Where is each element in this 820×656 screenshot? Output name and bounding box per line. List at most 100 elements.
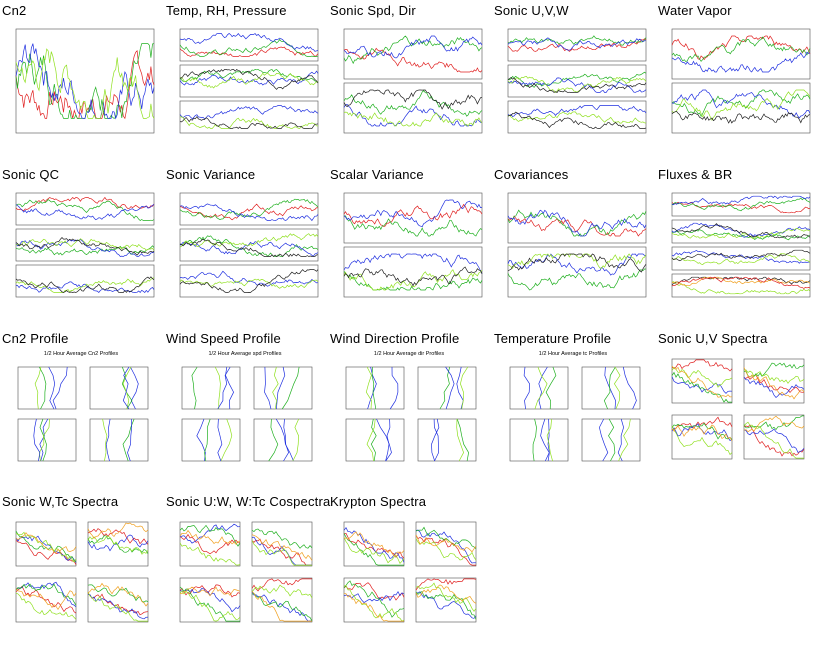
spectra-line: [671, 376, 733, 394]
spectra-line: [671, 365, 733, 398]
spectra-line: [671, 425, 733, 456]
series-line: [15, 48, 155, 119]
profile-line: [204, 418, 211, 462]
profile-line: [618, 418, 631, 462]
series-line: [15, 238, 155, 251]
spectra-panel: [179, 577, 241, 623]
plot-thumbnail-link[interactable]: [494, 21, 652, 141]
spectra-line: [671, 424, 733, 442]
plot-title: Sonic W,Tc Spectra: [2, 494, 119, 509]
spectra-line: [415, 591, 477, 620]
series-line: [179, 278, 319, 289]
spectra-line: [671, 359, 733, 372]
plot-panel: [179, 264, 319, 298]
plot-thumbnail-image: 1/2 Hour Average tc Profiles: [509, 351, 641, 462]
plot-thumbnail-image: [343, 192, 483, 298]
spectra-line: [87, 593, 149, 616]
plot-thumbnail-link[interactable]: [166, 21, 324, 141]
profile-line: [220, 418, 233, 462]
plot-thumbnail-image: [671, 358, 805, 460]
profile-panel: [17, 418, 77, 462]
profile-line: [102, 418, 108, 462]
series-line: [671, 89, 811, 121]
spectra-line: [343, 533, 404, 566]
plot-thumbnail-image: [15, 28, 155, 134]
series-line: [15, 239, 155, 257]
series-line: [179, 38, 319, 57]
series-line: [343, 103, 483, 127]
spectra-line: [415, 535, 476, 566]
plot-cell-sonic-u-v-w: Sonic U,V,W: [494, 3, 652, 143]
series-line: [179, 235, 319, 257]
plot-thumbnail-link[interactable]: 1/2 Hour Average spd Profiles: [166, 349, 324, 469]
spectra-line: [87, 582, 149, 607]
plot-thumbnail-link[interactable]: [494, 185, 652, 305]
profile-line: [617, 418, 624, 462]
profile-line: [275, 418, 294, 462]
plot-title: Scalar Variance: [330, 167, 424, 182]
spectra-line: [671, 371, 732, 403]
spectra-line: [15, 532, 77, 553]
plot-thumbnail-link[interactable]: [166, 512, 324, 632]
series-line: [180, 203, 319, 221]
series-line: [671, 223, 811, 239]
plot-title: Sonic U:W, W:Tc Cospectra: [166, 494, 331, 509]
series-line: [343, 203, 483, 228]
plot-thumbnail-link[interactable]: [2, 512, 160, 632]
profile-panel: [417, 418, 477, 462]
series-line: [179, 198, 319, 220]
profile-panel: [89, 366, 149, 410]
plot-thumbnail-link[interactable]: 1/2 Hour Average Cn2 Profiles: [2, 349, 160, 469]
spectra-line: [179, 542, 241, 566]
plot-thumbnail-image: 1/2 Hour Average spd Profiles: [181, 351, 313, 462]
spectra-line: [343, 592, 404, 622]
profile-line: [540, 418, 550, 462]
series-line: [671, 195, 811, 206]
plot-thumbnail-image: [15, 521, 149, 623]
series-line: [507, 37, 647, 51]
plot-title: Water Vapor: [658, 3, 732, 18]
plot-cell-sonic-qc: Sonic QC: [2, 167, 160, 307]
series-line: [179, 241, 319, 257]
series-line: [16, 281, 155, 294]
plot-cell-sonic-u-v-spectra: Sonic U,V Spectra: [658, 331, 816, 471]
series-line: [343, 253, 483, 274]
profile-line: [191, 366, 198, 410]
series-line: [15, 196, 155, 212]
plot-thumbnail-link[interactable]: [166, 185, 324, 305]
profile-line: [122, 366, 130, 410]
profile-line: [130, 366, 139, 410]
plot-thumbnail-link[interactable]: [658, 21, 816, 141]
series-line: [15, 236, 155, 256]
plot-thumbnail-link[interactable]: [2, 21, 160, 141]
plot-thumbnail-image: [179, 28, 319, 134]
plot-title: Temp, RH, Pressure: [166, 3, 287, 18]
plot-thumbnail-link[interactable]: [658, 349, 816, 469]
plot-thumbnail-link[interactable]: [2, 185, 160, 305]
plot-thumbnail-link[interactable]: 1/2 Hour Average dir Profiles: [330, 349, 488, 469]
series-line: [179, 116, 319, 129]
series-line: [179, 33, 319, 52]
series-line: [343, 89, 483, 110]
profile-line: [214, 366, 221, 410]
spectra-line: [743, 376, 805, 399]
series-line: [507, 38, 647, 52]
plot-thumbnail-link[interactable]: [330, 512, 488, 632]
plot-thumbnail-link[interactable]: [330, 185, 488, 305]
plot-thumbnail-link[interactable]: [658, 185, 816, 305]
plot-thumbnail-image: [15, 192, 155, 298]
profile-line: [545, 366, 557, 410]
plot-cell-sonic-u-w-w-tc-cospectra: Sonic U:W, W:Tc Cospectra: [166, 494, 330, 634]
plot-panel: [507, 246, 647, 298]
spectra-line: [743, 415, 805, 433]
series-line: [507, 35, 647, 46]
series-line: [343, 47, 483, 73]
spectra-line: [671, 416, 733, 431]
plot-thumbnail-link[interactable]: 1/2 Hour Average tc Profiles: [494, 349, 652, 469]
plot-panel: [15, 28, 155, 134]
profile-line: [196, 418, 206, 462]
profile-line: [217, 418, 223, 462]
spectra-line: [87, 535, 149, 555]
spectra-line: [179, 586, 241, 597]
plot-thumbnail-link[interactable]: [330, 21, 488, 141]
